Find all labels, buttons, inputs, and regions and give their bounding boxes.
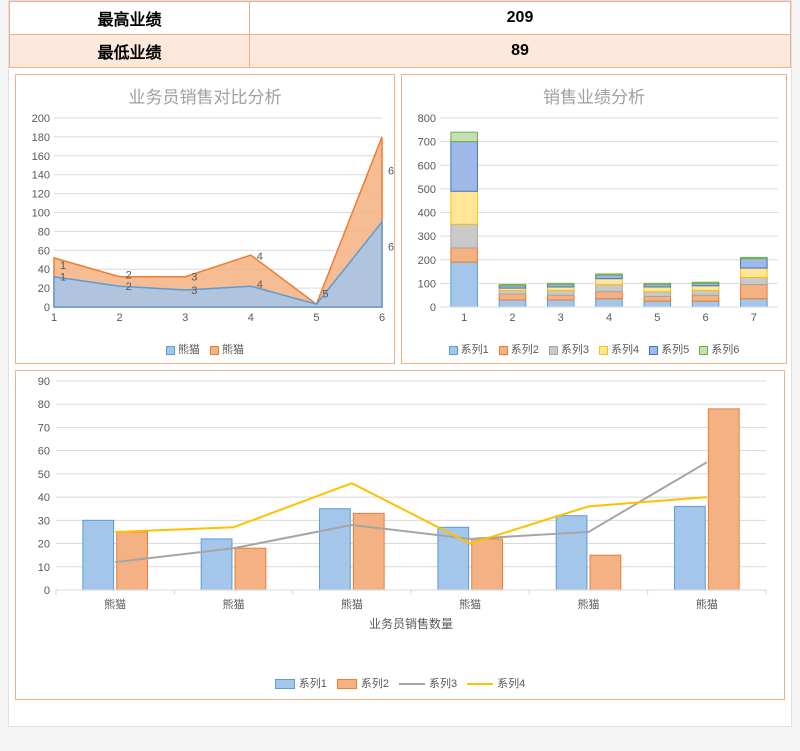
svg-text:6: 6: [388, 166, 394, 178]
svg-text:100: 100: [32, 208, 50, 220]
svg-text:40: 40: [38, 264, 50, 276]
svg-text:6: 6: [379, 312, 385, 324]
combo-chart-legend: 系列1系列2系列3系列4: [16, 675, 784, 691]
svg-text:300: 300: [418, 231, 436, 243]
svg-text:140: 140: [32, 170, 50, 182]
svg-text:500: 500: [418, 184, 436, 196]
svg-text:2: 2: [117, 312, 123, 324]
svg-text:熊猫: 熊猫: [104, 597, 126, 611]
combo-chart-svg: 0102030405060708090熊猫熊猫熊猫熊猫熊猫熊猫业务员销售数量: [16, 371, 786, 651]
svg-text:熊猫: 熊猫: [341, 597, 363, 611]
svg-text:80: 80: [38, 226, 50, 238]
max-label: 最高业绩: [10, 2, 250, 35]
svg-text:200: 200: [32, 113, 50, 125]
svg-text:160: 160: [32, 151, 50, 163]
svg-text:4: 4: [257, 251, 263, 263]
svg-text:3: 3: [558, 312, 564, 324]
svg-text:1: 1: [60, 260, 66, 272]
svg-text:熊猫: 熊猫: [459, 597, 481, 611]
svg-text:熊猫: 熊猫: [696, 597, 718, 611]
svg-text:0: 0: [44, 585, 50, 597]
svg-text:10: 10: [38, 562, 50, 574]
svg-text:60: 60: [38, 446, 50, 458]
stacked-chart-svg: 0 100 200 300 400 500 600 700 800 1 2 3 4 5 6 7: [402, 112, 788, 342]
area-chart-legend: 熊猫熊猫: [16, 341, 394, 357]
area-chart-title: 业务员销售对比分析: [16, 75, 394, 112]
svg-text:700: 700: [418, 137, 436, 149]
svg-text:1: 1: [51, 312, 57, 324]
svg-text:2: 2: [126, 270, 132, 282]
svg-text:5: 5: [322, 289, 328, 301]
area-chart-svg: 0204060801001201401601802001234561122334…: [16, 112, 396, 342]
svg-text:6: 6: [388, 241, 394, 253]
svg-text:20: 20: [38, 283, 50, 295]
svg-text:0: 0: [430, 302, 436, 314]
svg-text:5: 5: [654, 312, 660, 324]
min-label: 最低业绩: [10, 35, 250, 68]
svg-text:2: 2: [509, 312, 515, 324]
svg-text:0: 0: [44, 302, 50, 314]
svg-text:20: 20: [38, 539, 50, 551]
svg-text:5: 5: [313, 312, 319, 324]
max-value: 209: [250, 2, 791, 35]
svg-text:30: 30: [38, 515, 50, 527]
svg-text:70: 70: [38, 422, 50, 434]
svg-text:4: 4: [606, 312, 612, 324]
stacked-chart: 销售业绩分析 01002003004005006007008001234567 …: [401, 74, 787, 364]
svg-text:1: 1: [461, 312, 467, 324]
svg-text:熊猫: 熊猫: [223, 597, 245, 611]
svg-text:180: 180: [32, 132, 50, 144]
area-chart: 业务员销售对比分析 0 20 40 60 80 100 120 140 160 180 200 1 2 3…: [15, 74, 395, 364]
svg-text:2: 2: [126, 281, 132, 293]
combo-chart: 0102030405060708090熊猫熊猫熊猫熊猫熊猫熊猫业务员销售数量 系…: [15, 370, 785, 700]
min-value: 89: [250, 35, 791, 68]
svg-text:600: 600: [418, 160, 436, 172]
svg-text:50: 50: [38, 469, 50, 481]
svg-text:3: 3: [191, 285, 197, 297]
svg-text:3: 3: [191, 272, 197, 284]
svg-text:3: 3: [182, 312, 188, 324]
stacked-chart-legend: 系列1系列2系列3系列4系列5系列6: [402, 341, 786, 357]
svg-text:100: 100: [418, 278, 436, 290]
svg-text:4: 4: [248, 312, 254, 324]
svg-text:7: 7: [751, 312, 757, 324]
svg-text:400: 400: [418, 208, 436, 220]
svg-text:业务员销售数量: 业务员销售数量: [369, 616, 453, 631]
summary-table: 最高业绩 209 最低业绩 89: [9, 1, 791, 68]
svg-text:60: 60: [38, 245, 50, 257]
svg-text:120: 120: [32, 189, 50, 201]
svg-text:800: 800: [418, 113, 436, 125]
svg-text:200: 200: [418, 255, 436, 267]
svg-text:熊猫: 熊猫: [578, 597, 600, 611]
svg-text:4: 4: [257, 279, 263, 291]
svg-text:6: 6: [703, 312, 709, 324]
svg-text:80: 80: [38, 399, 50, 411]
svg-text:90: 90: [38, 376, 50, 388]
svg-text:1: 1: [60, 272, 66, 284]
stacked-chart-title: 销售业绩分析: [402, 75, 786, 112]
svg-text:40: 40: [38, 492, 50, 504]
